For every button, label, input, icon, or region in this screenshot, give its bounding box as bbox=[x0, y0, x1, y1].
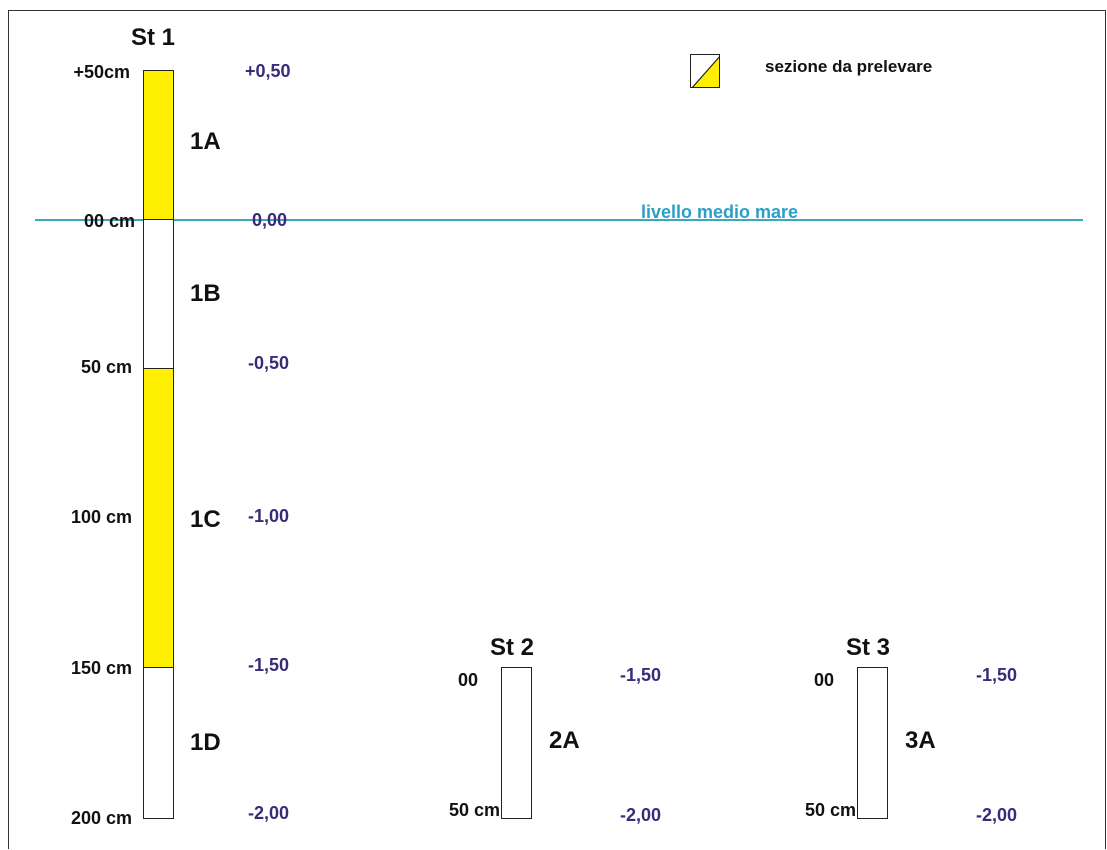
depth-label: +50cm bbox=[73, 62, 130, 82]
depth-label: 00 cm bbox=[83, 211, 135, 231]
section-label-1a: 1A bbox=[190, 128, 221, 155]
depth-label: 200 cm bbox=[70, 808, 132, 828]
elevation-label: -1,50 bbox=[620, 665, 662, 685]
legend-label: sezione da prelevare bbox=[765, 57, 933, 76]
elevation-label: -0,50 bbox=[248, 353, 290, 373]
section-label-1d: 1D bbox=[190, 729, 221, 756]
sea-level-line bbox=[35, 219, 1083, 221]
section-label-2a: 2A bbox=[549, 727, 580, 754]
depth-label: 50 cm bbox=[80, 357, 132, 377]
section-2a bbox=[501, 667, 532, 819]
depth-label: 100 cm bbox=[70, 507, 132, 527]
section-1d bbox=[143, 667, 174, 819]
sea-level-label: livello medio mare bbox=[641, 202, 799, 222]
depth-label: 50 cm bbox=[448, 800, 500, 820]
section-1a bbox=[143, 70, 174, 221]
section-label-1c: 1C bbox=[190, 506, 221, 533]
depth-label: 00 bbox=[813, 670, 834, 690]
station3-title: St 3 bbox=[846, 634, 891, 661]
elevation-label: -1,50 bbox=[976, 665, 1018, 685]
section-3a bbox=[857, 667, 888, 819]
elevation-label: +0,50 bbox=[245, 61, 291, 81]
section-1b bbox=[143, 219, 174, 370]
section-1c bbox=[143, 368, 174, 669]
elevation-label: -1,50 bbox=[248, 655, 290, 675]
depth-label: 50 cm bbox=[804, 800, 856, 820]
station1-title: St 1 bbox=[131, 24, 176, 51]
section-label-1b: 1B bbox=[190, 280, 221, 307]
elevation-label: -2,00 bbox=[248, 803, 290, 823]
elevation-label: -2,00 bbox=[620, 805, 662, 825]
elevation-label: -1,00 bbox=[248, 506, 290, 526]
diagram-frame bbox=[8, 10, 1106, 849]
depth-label: 00 bbox=[457, 670, 478, 690]
elevation-label: 0,00 bbox=[252, 210, 288, 230]
section-label-3a: 3A bbox=[905, 727, 936, 754]
station2-title: St 2 bbox=[490, 634, 535, 661]
elevation-label: -2,00 bbox=[976, 805, 1018, 825]
legend-swatch-icon bbox=[690, 54, 720, 88]
depth-label: 150 cm bbox=[70, 658, 132, 678]
